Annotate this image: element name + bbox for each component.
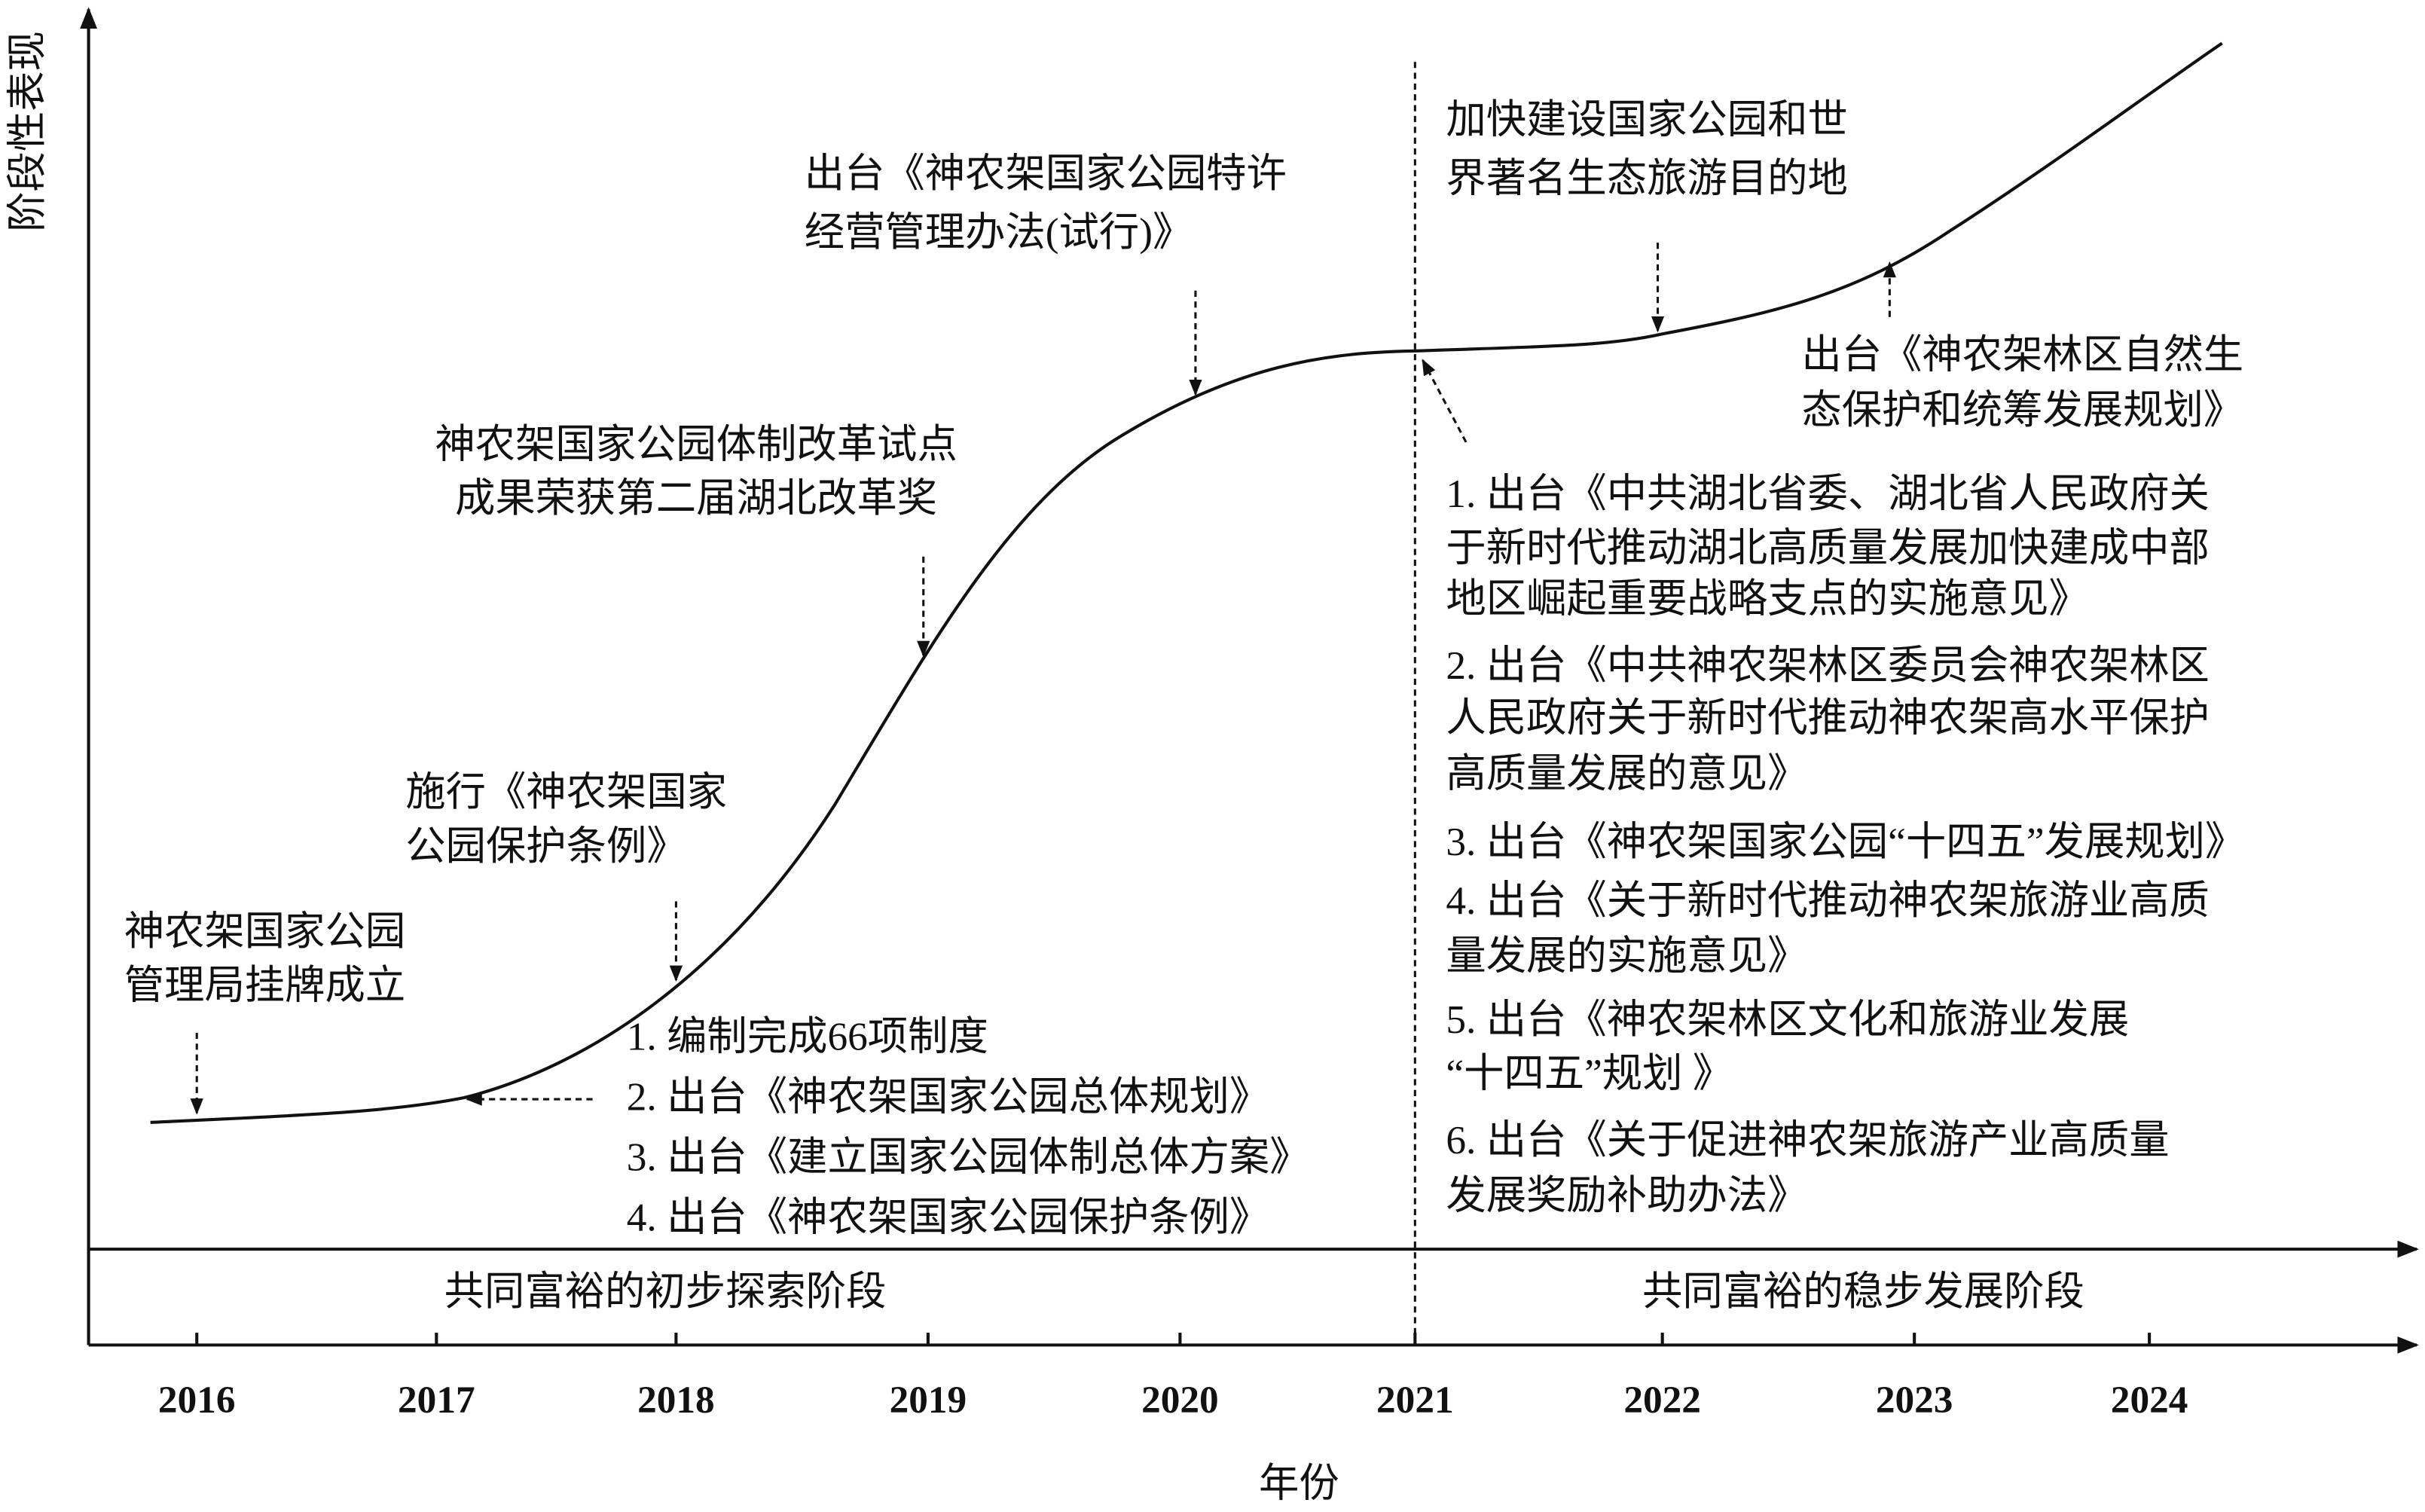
- annotation-text: 5. 出台《神农架林区文化和旅游业发展: [1446, 997, 2129, 1042]
- annotation-text: 经营管理办法(试行)》: [805, 209, 1193, 255]
- annotation-text: 4. 出台《关于新时代推动神农架旅游业高质: [1446, 878, 2210, 923]
- annotation-text: 成果荣获第二届湖北改革奖: [455, 475, 937, 521]
- x-axis-label: 年份: [1259, 1460, 1339, 1505]
- y-axis-label: 阶段性表现: [5, 31, 50, 232]
- annotation-text: 4. 出台《神农架国家公园保护条例》: [627, 1194, 1270, 1239]
- year-label: 2016: [158, 1379, 236, 1422]
- stage-label: 共同富裕的初步探索阶段: [444, 1269, 887, 1314]
- year-label: 2021: [1376, 1379, 1454, 1422]
- annotation-text: 2. 出台《神农架国家公园总体规划》: [627, 1074, 1270, 1119]
- annotation-text: “十四五”规划 》: [1446, 1051, 1733, 1096]
- annotation-text: 管理局挂牌成立: [124, 963, 405, 1008]
- annotation-text: 于新时代推动湖北高质量发展加快建成中部: [1446, 525, 2210, 570]
- stage-label: 共同富裕的稳步发展阶段: [1642, 1269, 2084, 1314]
- annotation-text: 神农架国家公园: [124, 909, 405, 954]
- annotation-text: 量发展的实施意见》: [1446, 933, 1807, 979]
- annotation-text: 人民政府关于新时代推动神农架高水平保护: [1446, 695, 2210, 741]
- annotation-text: 3. 出台《建立国家公园体制总体方案》: [627, 1134, 1310, 1179]
- year-label: 2020: [1141, 1379, 1219, 1422]
- year-label: 2022: [1623, 1379, 1701, 1422]
- annotation-text: 出台《神农架国家公园特许: [805, 151, 1287, 196]
- annotation-text: 神农架国家公园体制改革试点: [435, 421, 957, 466]
- annotation-text: 发展奖励补助办法》: [1446, 1173, 1807, 1218]
- annotation-text: 1. 编制完成66项制度: [627, 1013, 988, 1058]
- annotation-text: 施行《神农架国家: [405, 769, 727, 814]
- trend-curve: [150, 41, 2223, 1124]
- year-label: 2024: [2111, 1379, 2188, 1422]
- annotation-text: 出台《神农架林区自然生: [1801, 331, 2243, 377]
- year-label: 2023: [1876, 1379, 1953, 1422]
- year-label: 2019: [890, 1379, 967, 1422]
- annotation-text: 态保护和统筹发展规划》: [1801, 387, 2243, 432]
- annotation-text: 公园保护条例》: [405, 823, 686, 869]
- annotation-text: 6. 出台《关于促进神农架旅游产业高质量: [1446, 1117, 2169, 1162]
- annotation-text: 1. 出台《中共湖北省委、湖北省人民政府关: [1446, 471, 2210, 516]
- annotation-text: 界著名生态旅游目的地: [1446, 155, 1847, 200]
- annotation-text: 高质量发展的意见》: [1446, 750, 1807, 796]
- year-label: 2017: [398, 1379, 475, 1422]
- annotation-text: 加快建设国家公园和世: [1446, 96, 1847, 142]
- arrows: [190, 243, 1896, 1115]
- year-label: 2018: [637, 1379, 715, 1422]
- annotation-text: 地区崛起重要战略支点的实施意见》: [1446, 576, 2089, 622]
- annotation-text: 2. 出台《中共神农架林区委员会神农架林区: [1446, 643, 2210, 688]
- annotation-text: 3. 出台《神农架国家公园“十四五”发展规划》: [1446, 819, 2245, 864]
